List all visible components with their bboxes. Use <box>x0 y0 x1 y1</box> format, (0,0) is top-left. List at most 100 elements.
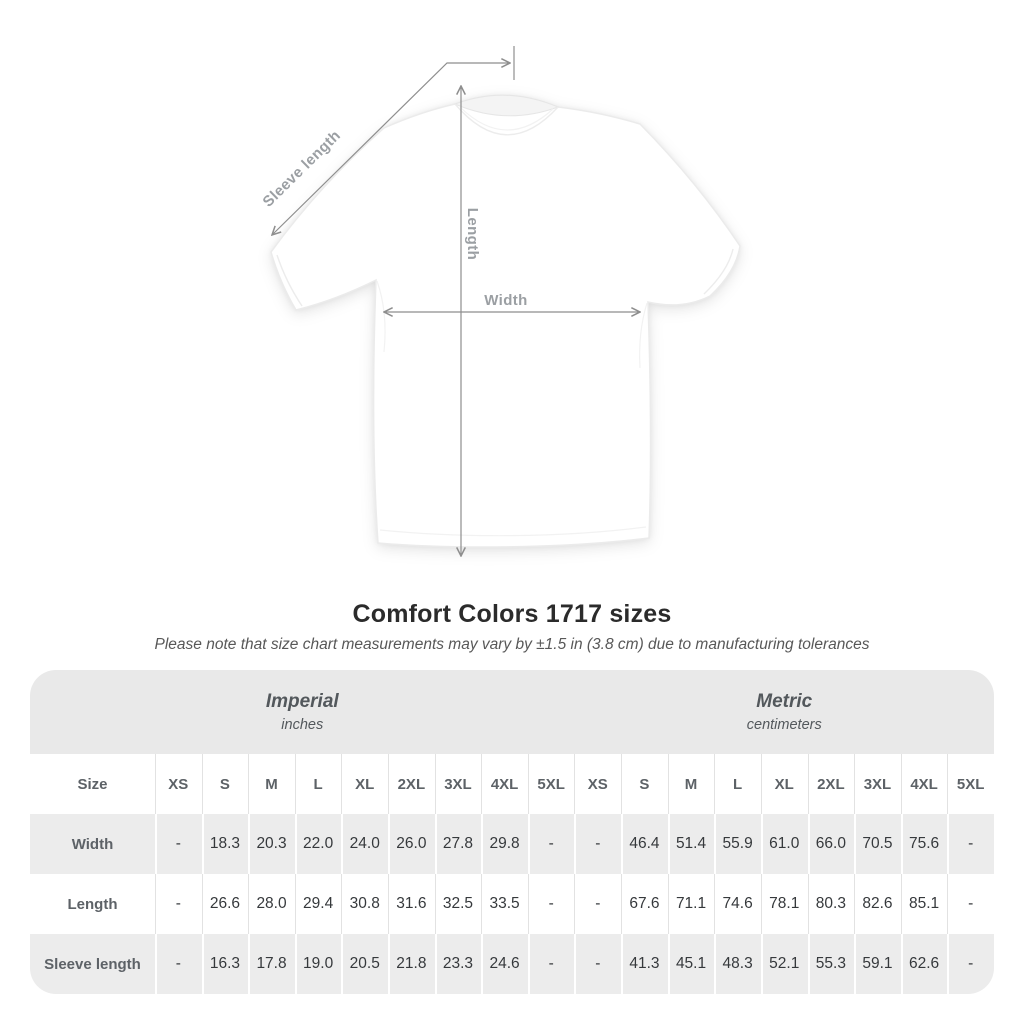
left-sleeve-hem <box>276 254 303 307</box>
length-label: Length <box>464 208 481 260</box>
imperial-value: 29.8 <box>481 814 528 874</box>
imperial-value: 20.3 <box>248 814 295 874</box>
metric-value: 51.4 <box>668 814 715 874</box>
imperial-size-header: XS <box>155 754 202 814</box>
imperial-value: - <box>528 814 575 874</box>
imperial-size-header: 3XL <box>435 754 482 814</box>
metric-value: 62.6 <box>901 934 948 994</box>
metric-size-header: M <box>668 754 715 814</box>
imperial-size-header: 5XL <box>528 754 575 814</box>
tshirt-body <box>270 94 741 548</box>
metric-group-header: Metric centimeters <box>575 670 995 754</box>
metric-value: 71.1 <box>668 874 715 934</box>
metric-value: 82.6 <box>854 874 901 934</box>
imperial-value: - <box>155 814 202 874</box>
metric-value: 66.0 <box>808 814 855 874</box>
imperial-size-header: M <box>248 754 295 814</box>
metric-value: 59.1 <box>854 934 901 994</box>
imperial-label: Imperial <box>265 691 339 712</box>
imperial-size-header: L <box>295 754 342 814</box>
imperial-value: 28.0 <box>248 874 295 934</box>
metric-value: 75.6 <box>901 814 948 874</box>
imperial-group-header: Imperial inches <box>30 670 575 754</box>
imperial-value: - <box>155 874 202 934</box>
imperial-value: 24.0 <box>341 814 388 874</box>
page-title: Comfort Colors 1717 sizes <box>352 600 672 628</box>
metric-value: 55.9 <box>714 814 761 874</box>
tolerance-note: Please note that size chart measurements… <box>154 636 870 653</box>
measurement-label: Sleeve length <box>44 955 141 973</box>
metric-value: 48.3 <box>714 934 761 994</box>
metric-value: 61.0 <box>761 814 808 874</box>
metric-value: - <box>947 814 994 874</box>
imperial-value: 22.0 <box>295 814 342 874</box>
right-underarm-crease <box>639 302 648 369</box>
metric-size-header: 2XL <box>808 754 855 814</box>
imperial-value: 30.8 <box>341 874 388 934</box>
metric-size-header: S <box>621 754 668 814</box>
metric-value: 41.3 <box>621 934 668 994</box>
metric-size-header: L <box>714 754 761 814</box>
metric-value: 78.1 <box>761 874 808 934</box>
imperial-unit-label: inches <box>281 717 324 733</box>
imperial-value: - <box>155 934 202 994</box>
imperial-size-header: 2XL <box>388 754 435 814</box>
metric-value: - <box>574 934 621 994</box>
imperial-value: 27.8 <box>435 814 482 874</box>
imperial-size-header: XL <box>341 754 388 814</box>
metric-value: - <box>947 874 994 934</box>
measurement-label: Width <box>71 835 114 853</box>
metric-value: 45.1 <box>668 934 715 994</box>
metric-value: 85.1 <box>901 874 948 934</box>
bottom-hem-stitch <box>379 526 647 537</box>
table-row: Sleeve length -16.3 17.8 19.0 20.5 21.8 23.3 24… <box>30 934 994 994</box>
metric-value: - <box>574 874 621 934</box>
imperial-value: 21.8 <box>388 934 435 994</box>
size-column-header: Size <box>77 775 108 793</box>
metric-value: 55.3 <box>808 934 855 994</box>
imperial-value: - <box>528 874 575 934</box>
metric-size-header: XS <box>574 754 621 814</box>
imperial-size-header: 4XL <box>481 754 528 814</box>
imperial-size-header: S <box>202 754 249 814</box>
metric-value: 67.6 <box>621 874 668 934</box>
sleeve-length-arrow <box>272 63 510 235</box>
imperial-value: 33.5 <box>481 874 528 934</box>
imperial-value: 16.3 <box>202 934 249 994</box>
imperial-value: 20.5 <box>341 934 388 994</box>
width-label: Width <box>484 292 528 309</box>
imperial-value: 18.3 <box>202 814 249 874</box>
tshirt-illustration <box>270 94 741 548</box>
imperial-value: 32.5 <box>435 874 482 934</box>
table-group-header: Imperial inches Metric centimeters <box>30 670 994 754</box>
metric-value: - <box>574 814 621 874</box>
metric-size-header: 4XL <box>901 754 948 814</box>
metric-value: - <box>947 934 994 994</box>
metric-value: 80.3 <box>808 874 855 934</box>
metric-size-header: 5XL <box>947 754 994 814</box>
imperial-value: 19.0 <box>295 934 342 994</box>
metric-size-header: XL <box>761 754 808 814</box>
imperial-value: 26.0 <box>388 814 435 874</box>
metric-value: 46.4 <box>621 814 668 874</box>
measurement-label: Length <box>67 895 118 913</box>
metric-label: Metric <box>756 691 813 712</box>
imperial-value: - <box>528 934 575 994</box>
right-sleeve-hem <box>703 248 734 295</box>
imperial-value: 29.4 <box>295 874 342 934</box>
metric-value: 52.1 <box>761 934 808 994</box>
imperial-value: 26.6 <box>202 874 249 934</box>
table-row: Length -26.6 28.0 29.4 30.8 31.6 32.5 33.5- -67.… <box>30 874 994 934</box>
table-header-row: Size XS S M L XL 2XL 3XL 4XL 5XL XS S M L XL 2XL 3XL 4XL 5… <box>30 754 994 814</box>
metric-unit-label: centimeters <box>746 717 822 733</box>
size-table: Imperial inches Metric centimeters Size X… <box>30 670 994 994</box>
table-row: Width -18.3 20.3 22.0 24.0 26.0 27.8 29.8- -46.4… <box>30 814 994 874</box>
metric-value: 74.6 <box>714 874 761 934</box>
tshirt-measurement-diagram: Sleeve length Length Width <box>260 46 741 592</box>
table-grid: Size XS S M L XL 2XL 3XL 4XL 5XL XS S M L XL 2XL 3XL 4XL 5… <box>30 754 994 994</box>
metric-size-header: 3XL <box>854 754 901 814</box>
imperial-value: 31.6 <box>388 874 435 934</box>
imperial-value: 17.8 <box>248 934 295 994</box>
imperial-value: 24.6 <box>481 934 528 994</box>
